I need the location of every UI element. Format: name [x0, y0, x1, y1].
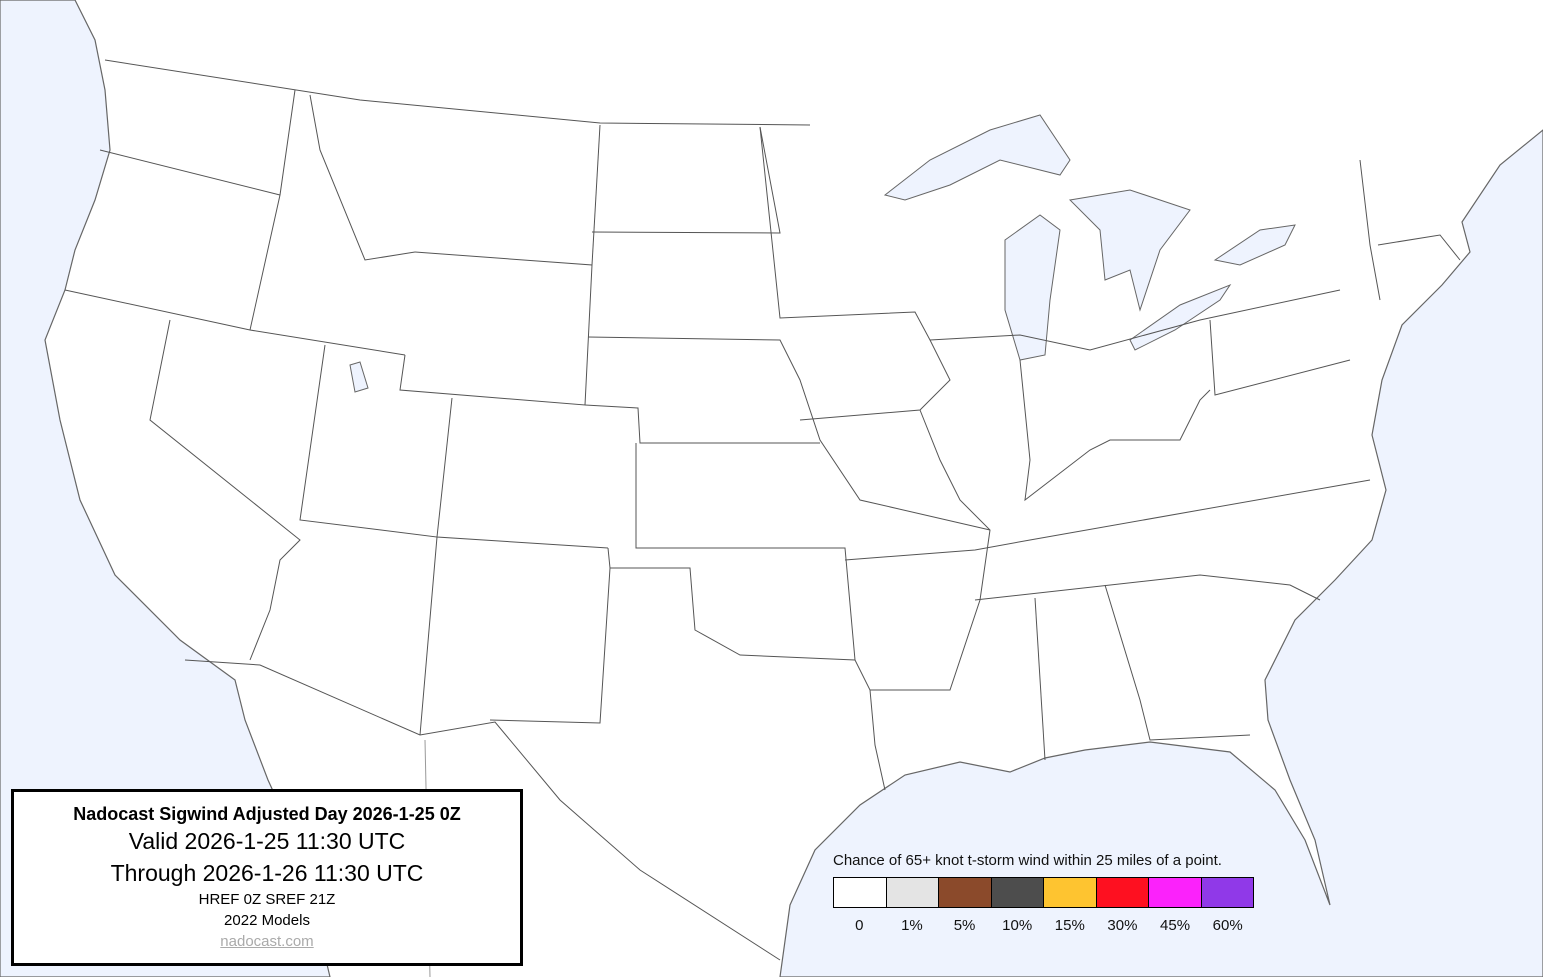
title-box: Nadocast Sigwind Adjusted Day 2026-1-25 …	[11, 789, 523, 966]
lake-ontario	[1213, 224, 1296, 266]
lake-erie	[1129, 283, 1232, 351]
legend-colorbar	[833, 877, 1254, 908]
legend-label: 15%	[1054, 917, 1085, 934]
legend-label: 0	[855, 917, 864, 934]
model-runs: HREF 0Z SREF 21Z	[198, 891, 336, 908]
legend-swatch	[886, 878, 939, 907]
legend-labels: 0 1% 5% 10% 15% 30% 45% 60%	[833, 917, 1254, 934]
valid-time: Valid 2026-1-25 11:30 UTC	[128, 828, 406, 854]
great-salt-lake	[349, 361, 369, 393]
nadocast-link[interactable]: nadocast.com	[220, 933, 314, 950]
legend-label: 10%	[1002, 917, 1033, 934]
us-mexico-border	[184, 659, 781, 961]
legend: Chance of 65+ knot t-storm wind within 2…	[833, 852, 1254, 934]
legend-label: 30%	[1107, 917, 1138, 934]
legend-label: 45%	[1160, 917, 1191, 934]
legend-swatch	[1201, 878, 1253, 907]
lake-superior	[883, 114, 1071, 201]
legend-swatch	[991, 878, 1044, 907]
legend-caption: Chance of 65+ knot t-storm wind within 2…	[833, 852, 1222, 869]
legend-swatch	[1044, 878, 1097, 907]
lake-michigan	[1004, 214, 1061, 361]
lake-huron	[1068, 189, 1191, 312]
legend-swatch	[834, 878, 887, 907]
legend-label: 1%	[901, 917, 923, 934]
legend-swatch	[1096, 878, 1149, 907]
gulf-and-atlantic	[779, 129, 1543, 977]
through-time: Through 2026-1-26 11:30 UTC	[110, 860, 424, 886]
legend-label: 5%	[953, 917, 976, 934]
legend-swatch	[939, 878, 992, 907]
map-title: Nadocast Sigwind Adjusted Day 2026-1-25 …	[73, 804, 461, 824]
legend-swatch	[1149, 878, 1202, 907]
model-version: 2022 Models	[224, 912, 310, 929]
state-borders	[64, 59, 1461, 791]
legend-label: 60%	[1212, 917, 1243, 934]
